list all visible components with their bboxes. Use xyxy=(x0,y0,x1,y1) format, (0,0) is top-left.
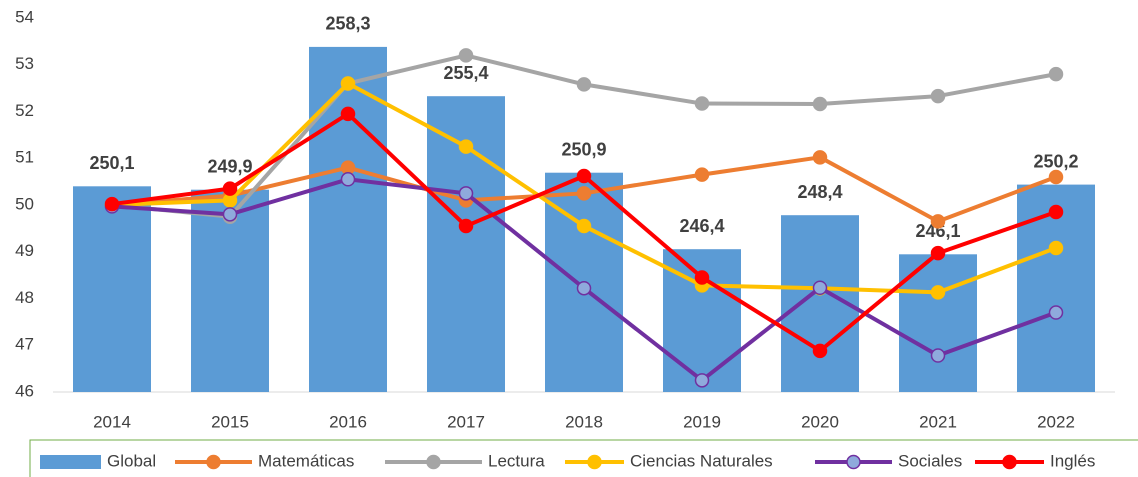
value-label: 250,1 xyxy=(89,153,134,173)
legend-marker xyxy=(206,454,221,470)
y-tick-label: 52 xyxy=(15,101,34,120)
marker xyxy=(458,48,474,63)
marker xyxy=(340,76,356,91)
legend-label: Global xyxy=(107,451,156,470)
x-tick-label: 2018 xyxy=(565,412,603,431)
marker xyxy=(1048,204,1064,220)
x-tick-label: 2021 xyxy=(919,412,957,431)
x-tick-label: 2020 xyxy=(801,412,839,431)
legend-marker xyxy=(426,454,441,470)
legend-label: Matemáticas xyxy=(258,451,354,470)
value-label: 248,4 xyxy=(797,182,842,202)
marker xyxy=(458,139,474,154)
marker xyxy=(458,218,474,234)
y-tick-label: 50 xyxy=(15,194,34,213)
legend-marker xyxy=(846,454,861,470)
x-tick-label: 2017 xyxy=(447,412,485,431)
marker xyxy=(812,96,828,112)
marker xyxy=(694,270,710,285)
y-tick-label: 49 xyxy=(15,241,34,260)
marker xyxy=(222,207,238,222)
value-label: 246,4 xyxy=(679,216,724,236)
legend-marker xyxy=(1002,454,1017,470)
legend-marker xyxy=(587,454,602,470)
marker xyxy=(694,96,710,111)
legend-label: Inglés xyxy=(1050,451,1095,470)
value-label: 246,1 xyxy=(915,221,960,241)
value-label: 249,9 xyxy=(207,156,252,176)
legend-label: Ciencias Naturales xyxy=(630,451,773,470)
y-tick-label: 53 xyxy=(15,54,34,73)
y-tick-label: 51 xyxy=(15,148,34,167)
marker xyxy=(812,343,828,359)
y-tick-label: 54 xyxy=(15,7,34,26)
x-tick-label: 2015 xyxy=(211,412,249,431)
x-tick-label: 2016 xyxy=(329,412,367,431)
y-tick-label: 46 xyxy=(15,381,34,400)
marker xyxy=(458,186,474,201)
value-label: 250,2 xyxy=(1033,151,1078,171)
x-tick-label: 2019 xyxy=(683,412,721,431)
value-label: 250,9 xyxy=(561,139,606,159)
marker xyxy=(104,196,120,212)
bar xyxy=(73,186,151,392)
marker xyxy=(1048,169,1064,185)
marker xyxy=(576,77,592,92)
legend-label: Lectura xyxy=(488,451,545,470)
marker xyxy=(930,348,946,363)
marker xyxy=(930,214,946,229)
marker xyxy=(576,168,592,184)
marker xyxy=(930,245,946,261)
x-tick-label: 2014 xyxy=(93,412,131,431)
marker xyxy=(222,181,238,196)
marker xyxy=(694,373,710,388)
marker xyxy=(1048,66,1064,82)
marker xyxy=(340,106,356,122)
legend-swatch xyxy=(40,455,101,469)
marker xyxy=(812,280,828,295)
marker xyxy=(694,167,710,182)
marker xyxy=(576,218,592,234)
y-tick-label: 47 xyxy=(15,335,34,354)
marker xyxy=(930,88,946,104)
bar xyxy=(309,46,387,393)
value-label: 255,4 xyxy=(443,63,488,83)
legend-border xyxy=(29,439,1138,477)
marker xyxy=(1048,240,1064,256)
legend-label: Sociales xyxy=(898,451,962,470)
marker xyxy=(1048,305,1064,320)
marker xyxy=(576,186,592,201)
y-tick-label: 48 xyxy=(15,288,34,307)
marker xyxy=(576,280,592,296)
x-tick-label: 2022 xyxy=(1037,412,1075,431)
marker xyxy=(812,150,828,165)
marker xyxy=(340,172,356,187)
value-label: 258,3 xyxy=(325,14,370,34)
marker xyxy=(930,285,946,300)
